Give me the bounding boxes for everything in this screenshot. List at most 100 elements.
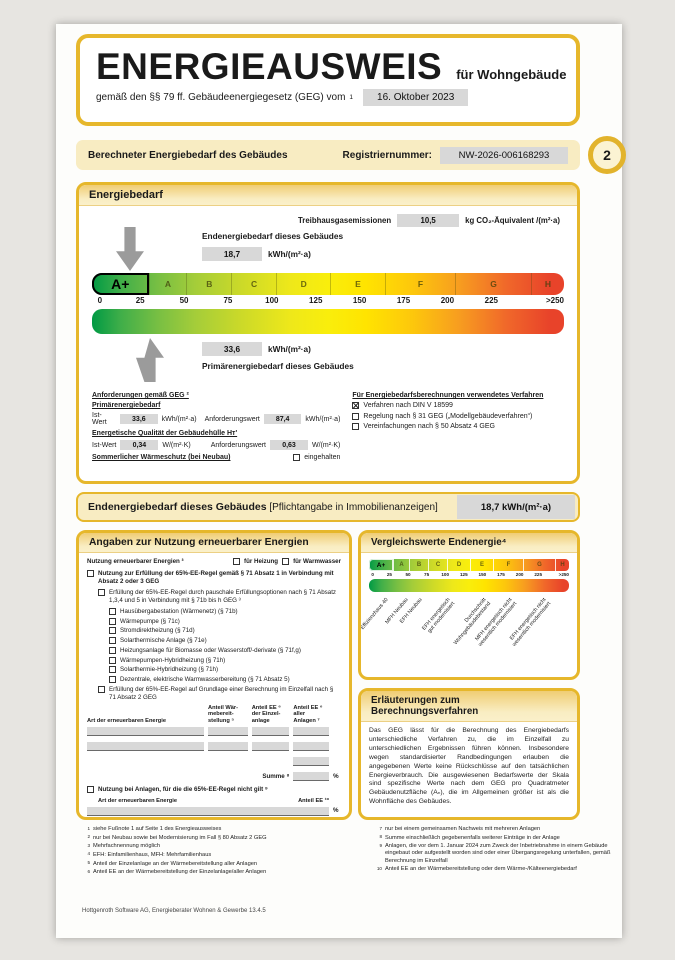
renewables-title: Angaben zur Nutzung erneuerbarer Energie… bbox=[79, 533, 349, 553]
primary-energy-value-box: 33,6 bbox=[202, 342, 262, 356]
comparison-label: EFH energetisch nicht wesentlich moderni… bbox=[508, 597, 553, 649]
footnotes-left: 1 siehe Fußnote 1 auf Seite 1 des Energie… bbox=[82, 826, 374, 878]
input-cell[interactable] bbox=[293, 742, 330, 752]
method-option-label: Regelung nach § 31 GEG („Modellgebäudeve… bbox=[363, 412, 533, 420]
ghg-unit: kg CO₂-Äquivalent /(m²·a) bbox=[465, 216, 560, 225]
percent-label: % bbox=[333, 807, 339, 815]
down-arrow-icon bbox=[116, 227, 144, 271]
sub-option-checkbox[interactable] bbox=[109, 617, 116, 625]
tick-label: 225 bbox=[534, 572, 543, 577]
method-checkbox-vereinfachungen[interactable] bbox=[352, 423, 360, 430]
scale-segment-d: D bbox=[276, 273, 330, 295]
warmwater-checkbox[interactable] bbox=[282, 558, 290, 566]
input-cell[interactable] bbox=[251, 727, 290, 737]
footnote: 9 Anlagen, die vor dem 1. Januar 2024 zum… bbox=[374, 843, 612, 864]
sub-option-checkbox[interactable] bbox=[109, 637, 116, 644]
footnote: 7 nur bei einem gemeinsamen Nachweis mit … bbox=[374, 826, 612, 833]
footnote-text: Anteil der Einzelanlage an der Wärmebere… bbox=[93, 860, 258, 867]
heating-label: für Heizung bbox=[244, 558, 279, 565]
comparison-tick-row: 0 25 50 75 100 125 150 175 200 225 >250 bbox=[369, 571, 569, 579]
mandatory-band-value-box: 18,7 kWh/(m²·a) bbox=[457, 495, 575, 519]
footnote-number: 2 bbox=[87, 834, 90, 840]
summer-heat-protection-heading: Sommerlicher Wärmeschutz (bei Neubau) bbox=[92, 454, 231, 461]
footnote-number: 3 bbox=[87, 842, 90, 848]
requirements-block: Anforderungen gemäß GEG ² Primärenergieb… bbox=[92, 392, 340, 465]
sub-option-checkbox[interactable] bbox=[109, 627, 116, 635]
sub-option-checkbox[interactable] bbox=[109, 607, 116, 615]
scale-segment-h: H bbox=[530, 273, 564, 295]
sub-option-label: Solarthermische Anlage (§ 71e) bbox=[120, 637, 207, 644]
method-checkbox-modellgebaeude[interactable] bbox=[352, 412, 360, 420]
input-cell[interactable] bbox=[87, 742, 205, 752]
mandatory-band-normal-label: [Pflichtangabe in Immobilienanzeigen] bbox=[269, 501, 438, 513]
end-energy-unit: kWh/(m²·a) bbox=[268, 249, 311, 259]
input-cell[interactable] bbox=[87, 807, 329, 817]
tick-label: 25 bbox=[386, 572, 392, 577]
law-line: gemäß den §§ 79 ff. Gebäudeenergiegesetz… bbox=[96, 89, 576, 106]
tick-label: 0 bbox=[97, 296, 103, 305]
footnote: 2 nur bei Neubau sowie bei Modernisierung… bbox=[82, 834, 374, 842]
end-energy-value-box: 18,7 bbox=[202, 247, 262, 261]
footnote: 10 Anteil EE an der Wärmebereitstellung o… bbox=[374, 866, 612, 873]
footnote-text: EFH: Einfamilienhaus, MFH: Mehrfamilienh… bbox=[93, 851, 212, 858]
input-cell[interactable] bbox=[208, 727, 248, 737]
einzelfall-checkbox[interactable] bbox=[98, 685, 105, 693]
footnote-number: 8 bbox=[379, 834, 382, 840]
scale-segment-aplus: A+ bbox=[369, 559, 393, 571]
mandatory-band: Endenergiebedarf dieses Gebäudes [Pflich… bbox=[76, 492, 580, 522]
footnote-text: Mehrfachnennung möglich bbox=[93, 843, 161, 850]
footnote-number: 9 bbox=[379, 842, 382, 848]
up-arrow-icon bbox=[136, 338, 164, 382]
comparison-title: Vergleichswerte Endenergie⁴ bbox=[361, 533, 577, 553]
sub-option-checkbox[interactable] bbox=[109, 646, 116, 654]
sub-option-checkbox[interactable] bbox=[109, 676, 116, 683]
sub-option-checkbox[interactable] bbox=[109, 656, 116, 664]
method-checkbox-din18599[interactable] bbox=[352, 401, 360, 412]
scale-segment-a: A bbox=[148, 273, 187, 295]
sub-option-label: Wärmepumpe (§ 71c) bbox=[120, 617, 180, 625]
explanation-box: Erläuterungen zum Berechnungsverfahren D… bbox=[358, 688, 580, 820]
input-cell[interactable] bbox=[87, 727, 205, 737]
tick-label: 225 bbox=[484, 296, 498, 305]
primary-energy-pointer-row: 33,6 kWh/(m²·a) Primärenergiebedarf dies… bbox=[92, 334, 564, 386]
pauschale-optionen-label: Erfüllung der 65%-EE-Regel durch pauscha… bbox=[109, 588, 337, 604]
ee-rule-checkbox[interactable] bbox=[87, 569, 94, 577]
primary-energy-gradient-bar bbox=[92, 309, 564, 334]
eingehalten-checkbox[interactable] bbox=[293, 454, 301, 461]
input-cell[interactable] bbox=[293, 772, 330, 782]
method-option-label: Vereinfachungen nach § 50 Absatz 4 GEG bbox=[363, 423, 495, 430]
footnote-text: Summe einschließlich gegebenenfalls weit… bbox=[385, 834, 560, 841]
sub-option-checkbox[interactable] bbox=[109, 666, 116, 674]
input-cell[interactable] bbox=[208, 742, 248, 752]
tick-label: 200 bbox=[515, 572, 524, 577]
footnote-number: 10 bbox=[376, 865, 382, 871]
footnote-number: 4 bbox=[87, 851, 90, 857]
not-applicable-rule-checkbox[interactable] bbox=[87, 786, 94, 794]
anforderungswert-label: Anforderungswert bbox=[210, 441, 267, 449]
warmwater-label: für Warmwasser bbox=[293, 558, 341, 565]
footnote-text: Anteil EE an der Wärmebereitstellung ode… bbox=[385, 866, 577, 873]
footnote: 6 Anteil EE an der Wärmebereitstellung de… bbox=[82, 869, 374, 876]
heating-checkbox[interactable] bbox=[233, 558, 241, 566]
header-box: ENERGIEAUSWEIS für Wohngebäude gemäß den… bbox=[76, 34, 580, 126]
scale-segment-c: C bbox=[231, 273, 276, 295]
input-cell[interactable] bbox=[293, 757, 330, 767]
footnote-text: Anlagen, die vor dem 1. Januar 2024 zum … bbox=[385, 843, 611, 864]
col-ee-einzelanlage-header: Anteil EE ⁶ der Einzel- anlage bbox=[251, 704, 281, 724]
method-option-label: Verfahren nach DIN V 18599 bbox=[363, 402, 453, 409]
issue-date-box: 16. Oktober 2023 bbox=[363, 89, 469, 106]
input-cell[interactable] bbox=[293, 727, 330, 737]
input-cell[interactable] bbox=[251, 742, 290, 752]
footnote-number: 7 bbox=[379, 825, 382, 831]
summe-label: Summe ⁸ bbox=[262, 773, 290, 781]
footnote: 5 Anteil der Einzelanlage an der Wärmeber… bbox=[82, 860, 374, 868]
scale-segment-g: G bbox=[523, 559, 555, 571]
ist-wert-label: Ist-Wert bbox=[92, 441, 117, 449]
sub-option-label: Wärmepumpen-Hybridheizung (§ 71h) bbox=[120, 656, 226, 664]
scale-segment-b: B bbox=[409, 559, 428, 571]
scale-segment-h: H bbox=[555, 559, 569, 571]
registry-band: Berechneter Energiebedarf des Gebäudes R… bbox=[76, 140, 580, 170]
pauschale-optionen-checkbox[interactable] bbox=[98, 588, 105, 596]
method-block: Für Energiebedarfsberechnungen verwendet… bbox=[352, 392, 564, 465]
anforderungswert-unit: kWh/(m²·a) bbox=[305, 415, 341, 423]
